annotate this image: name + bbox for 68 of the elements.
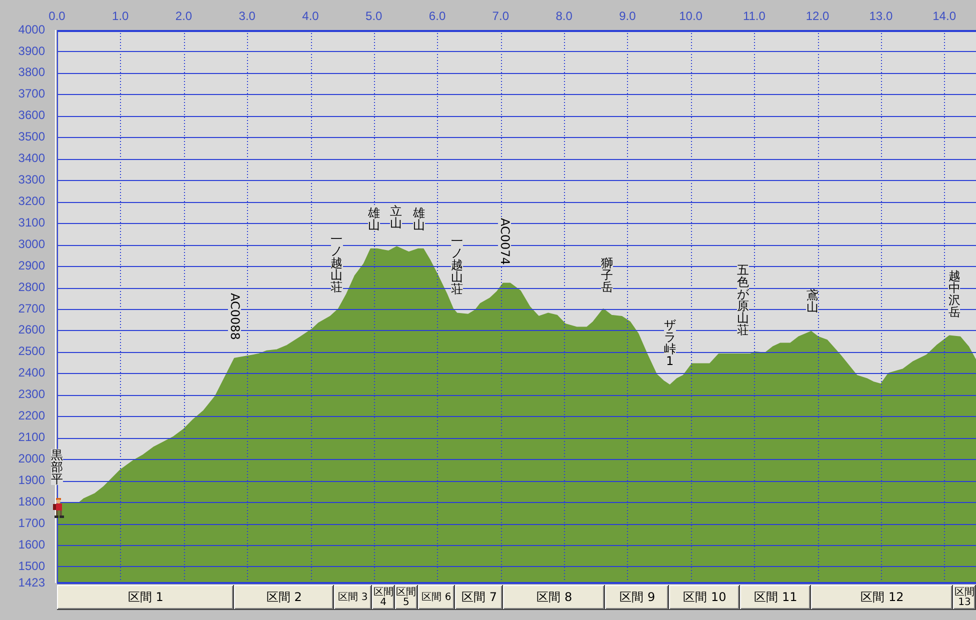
annotation: 鳶山: [806, 288, 818, 314]
y-tick-label: 2300: [18, 387, 46, 402]
series-label: 区間 12: [860, 589, 904, 606]
y-tick-label: 1700: [18, 516, 46, 530]
y-tick-label: 2900: [18, 258, 46, 272]
series-label: 区間 2: [266, 589, 302, 606]
x-tick-label: 4.0: [302, 9, 320, 24]
y-tick-label: 2100: [18, 430, 46, 444]
x-tick-label: 3.0: [238, 9, 256, 24]
series-label: 区間 6: [420, 592, 452, 602]
x-tick-label: 13.0: [869, 9, 893, 24]
y-tick-label: 3900: [18, 44, 46, 58]
series-label: 区間 4: [372, 586, 394, 608]
annotation: 越中沢岳: [948, 268, 960, 319]
y-tick-label: 3000: [18, 236, 46, 251]
series-label: 区間 7: [462, 589, 498, 606]
y-tick-label: 3100: [18, 215, 46, 230]
annotation: ザラ峠1: [664, 318, 676, 368]
y-tick-label: 1900: [18, 472, 46, 487]
series-label: 区間 9: [620, 589, 656, 606]
y-tick-label: 2000: [18, 451, 46, 466]
annotation: 黒部平: [51, 448, 63, 486]
x-tick-label: 0.0: [48, 9, 66, 24]
y-tick-label: 1600: [18, 537, 46, 552]
x-tick-label: 9.0: [619, 9, 636, 24]
annotation: 一ノ越山荘: [330, 232, 342, 294]
annotation: AC0074: [498, 218, 512, 266]
annotation: 雄山: [412, 206, 425, 232]
y-tick-label: 3200: [18, 194, 46, 208]
series-label: 区間 10: [683, 589, 726, 606]
y-tick-label: 1423: [18, 575, 46, 590]
y-tick-label: 3400: [18, 151, 46, 166]
x-tick-label: 12.0: [806, 9, 830, 24]
y-tick-label: 2400: [18, 366, 46, 380]
y-tick-label: 2600: [18, 322, 46, 337]
x-tick-label: 11.0: [742, 9, 766, 24]
annotation: 獅子岳: [601, 256, 614, 294]
x-tick-label: 8.0: [556, 9, 573, 24]
series-label: 区間 13: [954, 586, 975, 608]
series-label: 区間 8: [536, 589, 572, 606]
x-tick-label: 5.0: [366, 9, 383, 24]
annotation: 五色が原山荘: [736, 263, 749, 338]
series-label: 区間 1: [128, 589, 164, 606]
series-label: 区間 5: [396, 586, 417, 608]
y-tick-label: 3700: [18, 86, 46, 101]
annotation: 立山: [390, 204, 402, 230]
y-tick-label: 2800: [18, 280, 46, 294]
y-tick-label: 4000: [18, 22, 46, 36]
y-tick-label: 2200: [18, 408, 46, 423]
y-tick-label: 2700: [18, 301, 46, 316]
annotation: 雄山: [368, 206, 380, 232]
x-tick-label: 10.0: [679, 9, 703, 24]
x-tick-label: 14.0: [932, 9, 956, 24]
y-tick-label: 2500: [18, 344, 46, 358]
y-tick-label: 1800: [18, 494, 46, 508]
x-tick-label: 7.0: [492, 9, 510, 24]
y-tick-label: 3300: [18, 172, 46, 187]
x-tick-label: 6.0: [428, 9, 446, 24]
annotation: 一ノ越山荘: [450, 234, 463, 296]
annotation: AC0088: [228, 293, 242, 340]
y-tick-label: 3500: [18, 130, 46, 144]
y-tick-label: 1500: [18, 558, 46, 573]
x-tick-label: 1.0: [112, 9, 130, 24]
y-tick-label: 3800: [18, 65, 46, 80]
series-label: 区間 11: [754, 589, 798, 606]
y-tick-label: 3600: [18, 108, 46, 122]
series-label: 区間 3: [337, 592, 369, 602]
x-tick-label: 2.0: [175, 9, 192, 24]
